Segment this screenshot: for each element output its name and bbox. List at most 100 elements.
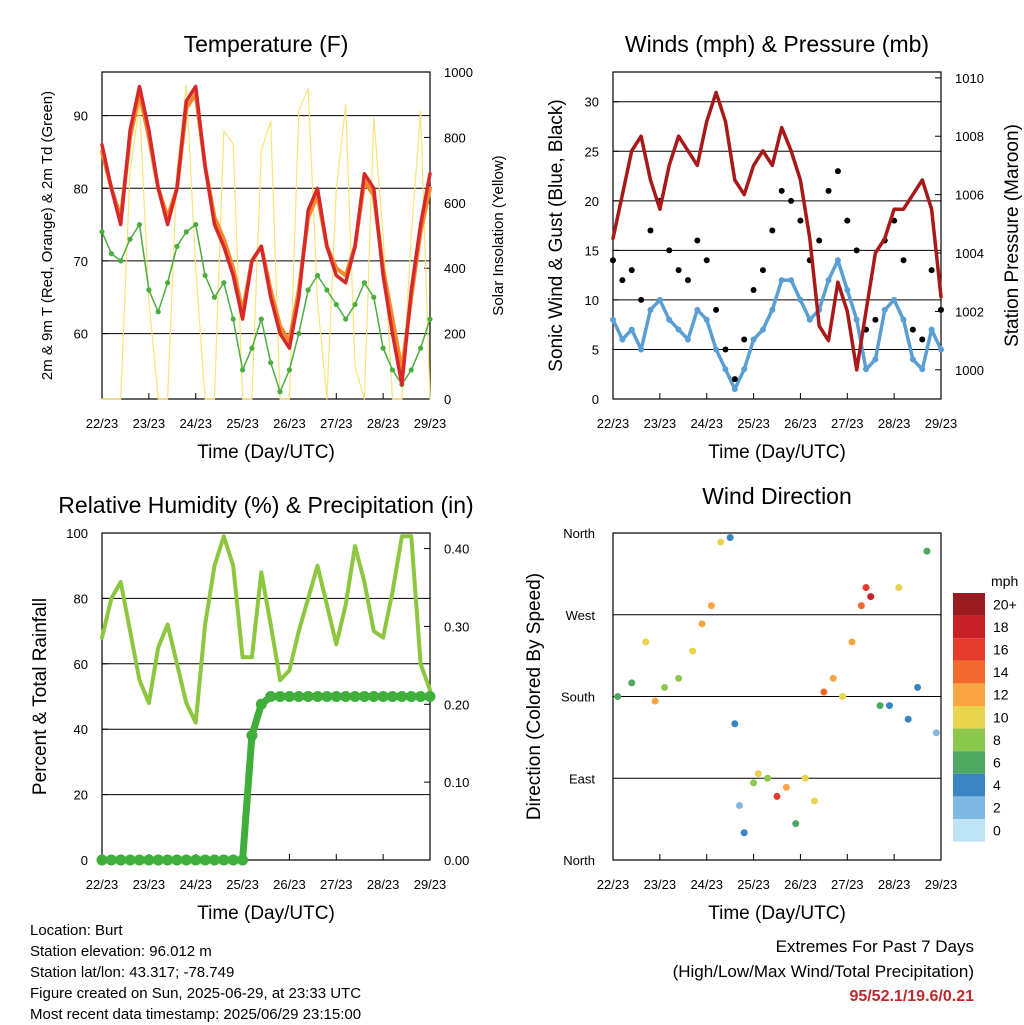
wind-gust-point	[816, 237, 823, 244]
extremes-legend: (High/Low/Max Wind/Total Precipitation)	[672, 962, 974, 981]
wind-gust-point	[628, 267, 635, 274]
rh-ytick-label: 60	[74, 657, 88, 672]
wind-direction-point	[614, 693, 622, 700]
dir-title: Wind Direction	[702, 483, 852, 509]
rh-ytick-label: 40	[74, 722, 88, 737]
rh-title: Relative Humidity (%) & Precipitation (i…	[58, 492, 473, 518]
temp-xtick-label: 28/23	[367, 416, 400, 431]
temp-y2tick-label: 0	[444, 392, 451, 407]
temp-xtick-label: 23/23	[133, 416, 166, 431]
rh-y2tick-label: 0.20	[444, 697, 469, 712]
wind-speed-point	[647, 306, 654, 313]
dir-xtick-label: 26/23	[784, 877, 817, 892]
station-location: Location: Burt	[30, 922, 123, 939]
wind-direction-point	[698, 620, 706, 628]
wind-gust-point	[722, 346, 729, 353]
winds-y2tick-label: 1006	[955, 188, 984, 203]
temp-plot-frame	[101, 71, 431, 400]
wind-gust-point	[638, 296, 645, 303]
dir-xtick-label: 25/23	[737, 877, 770, 892]
wind-speed-line	[611, 258, 943, 391]
station-latlon: Station lat/lon: 43.317; -78.749	[30, 964, 235, 981]
speed-legend-label: 12	[993, 687, 1009, 703]
wind-gust-point	[741, 336, 748, 343]
speed-legend-swatch	[953, 728, 985, 752]
speed-legend-swatch	[953, 593, 985, 616]
precipitation-line	[98, 693, 434, 864]
wind-speed-point	[928, 326, 935, 333]
wind-gust-point	[666, 247, 673, 254]
wind-direction-point	[731, 720, 739, 728]
wind-direction-point	[857, 602, 865, 610]
temp-xtick-label: 26/23	[273, 416, 306, 431]
rh-xtick-label: 27/23	[320, 877, 353, 892]
wind-direction-point	[689, 647, 697, 655]
winds-ytick-label: 25	[585, 144, 599, 159]
winds-xtick-label: 24/23	[690, 416, 723, 431]
dir-xlabel: Time (Day/UTC)	[708, 903, 846, 924]
winds-y2tick-label: 1008	[955, 129, 984, 144]
speed-legend-swatch	[953, 796, 985, 819]
temp-title: Temperature (F)	[184, 31, 349, 57]
winds-xtick-label: 29/23	[925, 416, 958, 431]
wind-direction-point	[810, 797, 818, 805]
speed-legend-label: 20+	[993, 596, 1017, 612]
speed-legend-label: 6	[993, 755, 1001, 771]
data-timestamp: Most recent data timestamp: 2025/06/29 2…	[30, 1006, 362, 1023]
wind-direction-point	[820, 688, 828, 696]
wind-speed-point	[881, 306, 888, 313]
temp-y2tick-label: 600	[444, 196, 466, 211]
winds-xlabel: Time (Day/UTC)	[708, 442, 846, 463]
winds-xtick-label: 25/23	[737, 416, 770, 431]
rh-xtick-label: 25/23	[226, 877, 259, 892]
speed-legend-label: 8	[993, 732, 1001, 748]
temp-y2tick-label: 200	[444, 327, 466, 342]
wind-speed-point	[825, 277, 832, 284]
wind-direction-point	[923, 547, 931, 555]
winds-ytick-label: 5	[592, 342, 599, 357]
wind-gust-point	[844, 217, 851, 224]
speed-legend-label: 0	[993, 822, 1001, 838]
winds-y2tick-label: 1000	[955, 363, 984, 378]
speed-legend-label: 18	[993, 619, 1009, 635]
wind-speed-point	[731, 386, 738, 393]
rh-y2tick-label: 0.40	[444, 542, 469, 557]
winds-ytick-label: 0	[592, 392, 599, 407]
speed-legend-swatch	[953, 615, 985, 639]
winds-y2tick-label: 1002	[955, 304, 984, 319]
wind-gust-point	[610, 257, 616, 264]
dir-ytick-label: North	[563, 853, 595, 868]
wind-direction-point	[642, 638, 650, 646]
wind-speed-point	[684, 336, 691, 343]
wind-speed-point	[628, 326, 635, 333]
wind-direction-point	[801, 774, 809, 782]
wind-gust-point	[647, 227, 654, 234]
rh-y2tick-label: 0.00	[444, 853, 469, 868]
wind-gust-point	[750, 287, 757, 293]
winds-y2tick-label: 1010	[955, 71, 984, 86]
speed-legend-swatch	[953, 819, 985, 842]
wind-gust-point	[759, 267, 766, 274]
wind-direction-point	[904, 715, 912, 723]
speed-legend-label: 2	[993, 800, 1001, 816]
wind-gust-point	[834, 168, 841, 175]
wind-speed-point	[759, 326, 766, 333]
dir-xtick-label: 23/23	[644, 877, 677, 892]
temp-ylabel: 2m & 9m T (Red, Orange) & 2m Td (Green)	[39, 91, 56, 380]
wind-speed-point	[806, 316, 813, 323]
dir-xtick-label: 24/23	[690, 877, 723, 892]
winds-ytick-label: 30	[585, 95, 599, 110]
dir-ytick-label: East	[569, 771, 595, 786]
wind-direction-point	[764, 774, 772, 782]
wind-gust-point	[853, 247, 860, 254]
wind-direction-point	[707, 602, 715, 610]
winds-title: Winds (mph) & Pressure (mb)	[625, 31, 929, 57]
dir-ytick-label: North	[563, 526, 595, 541]
temp-ytick-label: 80	[74, 181, 88, 196]
rh-y2tick-label: 0.30	[444, 619, 469, 634]
winds-xtick-label: 27/23	[831, 416, 864, 431]
wind-gust-point	[731, 376, 738, 383]
temp-ytick-label: 90	[74, 109, 88, 124]
wind-direction-point	[661, 683, 669, 691]
winds-ytick-label: 20	[585, 194, 599, 209]
